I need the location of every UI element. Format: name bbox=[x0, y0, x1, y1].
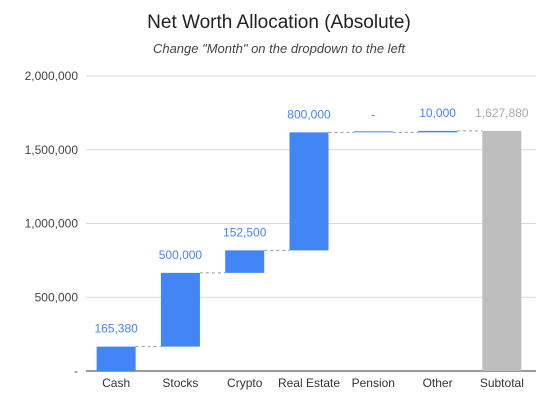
bar-subtotal bbox=[482, 130, 522, 371]
data-label: 10,000 bbox=[419, 106, 456, 120]
category-label: Subtotal bbox=[480, 376, 524, 390]
bar-pension bbox=[353, 131, 393, 133]
y-tick-label: - bbox=[74, 364, 78, 378]
bar-crypto bbox=[225, 250, 265, 273]
y-tick-label: 1,000,000 bbox=[25, 217, 79, 231]
data-label: 500,000 bbox=[159, 248, 203, 262]
y-tick-label: 500,000 bbox=[35, 290, 79, 304]
y-tick-label: 2,000,000 bbox=[25, 69, 79, 83]
bar-other bbox=[418, 130, 458, 133]
category-label: Other bbox=[423, 376, 453, 390]
data-label: 800,000 bbox=[287, 107, 331, 121]
y-tick-label: 1,500,000 bbox=[25, 143, 79, 157]
data-label: - bbox=[371, 107, 375, 121]
data-label: 165,380 bbox=[94, 322, 138, 336]
category-label: Cash bbox=[102, 376, 130, 390]
data-label: 152,500 bbox=[223, 225, 267, 239]
category-label: Stocks bbox=[162, 376, 198, 390]
category-label: Crypto bbox=[227, 376, 263, 390]
bar-cash bbox=[96, 346, 136, 371]
category-label: Real Estate bbox=[278, 376, 340, 390]
bar-stocks bbox=[160, 272, 200, 347]
data-label: 1,627,880 bbox=[475, 106, 529, 120]
chart-title: Net Worth Allocation (Absolute) bbox=[147, 12, 411, 33]
category-label: Pension bbox=[352, 376, 395, 390]
bar-real-estate bbox=[289, 132, 329, 251]
chart-subtitle: Change "Month" on the dropdown to the le… bbox=[152, 41, 406, 56]
